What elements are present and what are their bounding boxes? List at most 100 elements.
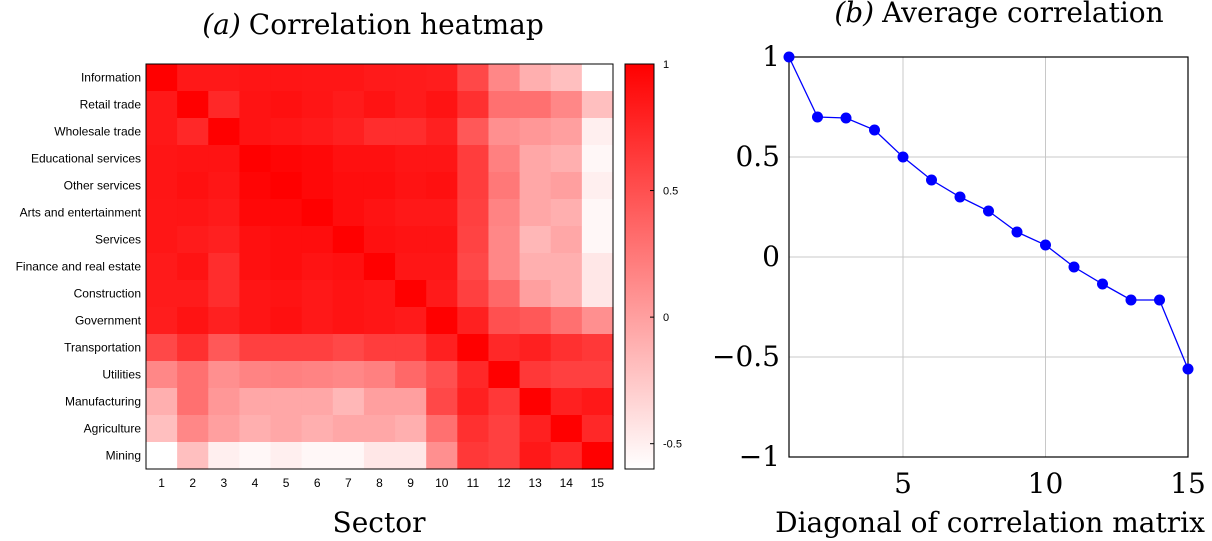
heatmap-cell: [270, 64, 303, 92]
heatmap-cell: [363, 307, 396, 335]
heatmap-cell: [239, 280, 272, 308]
heatmap-cell: [363, 145, 396, 173]
heatmap-cell: [208, 388, 240, 416]
heatmap-cell: [457, 145, 490, 173]
heatmap-cell: [426, 145, 458, 173]
heatmap-row-label: Government: [75, 314, 142, 328]
heatmap-cell: [550, 253, 583, 281]
heatmap-cell: [208, 199, 240, 227]
data-point: [783, 51, 795, 63]
heatmap-cell: [519, 253, 552, 281]
heatmap-column-label: 4: [252, 476, 259, 490]
heatmap-cell: [208, 442, 240, 470]
heatmap-cell: [301, 388, 334, 416]
heatmap-cell: [457, 91, 490, 119]
heatmap-column-label: 1: [158, 476, 165, 490]
heatmap-cell: [363, 280, 396, 308]
heatmap-column-label: 11: [467, 476, 480, 490]
heatmap-cell: [301, 415, 334, 443]
heatmap-cell: [332, 172, 365, 200]
heatmap-row-label: Mining: [106, 449, 141, 463]
heatmap-cell: [208, 145, 240, 173]
heatmap-cell: [239, 118, 272, 146]
heatmap-cell: [363, 64, 396, 92]
heatmap-cell: [208, 361, 240, 389]
data-point: [1154, 294, 1165, 306]
heatmap-cell: [332, 307, 365, 335]
heatmap-cell: [239, 253, 272, 281]
heatmap-cell: [208, 280, 240, 308]
heatmap-cell: [457, 361, 490, 389]
data-point: [869, 124, 880, 136]
heatmap-cell: [208, 91, 240, 119]
heatmap-cell: [363, 442, 396, 470]
heatmap-column-label: 9: [407, 476, 414, 490]
heatmap-cell: [457, 280, 490, 308]
heatmap-cell: [177, 145, 209, 173]
heatmap-cell: [208, 226, 240, 254]
heatmap-cell: [363, 388, 396, 416]
heatmap-cell: [177, 118, 209, 146]
heatmap-cell: [332, 199, 365, 227]
heatmap-cell: [457, 172, 490, 200]
heatmap-cell: [301, 199, 334, 227]
heatmap-cell: [581, 226, 614, 254]
heatmap-cell: [519, 280, 552, 308]
heatmap-cell: [239, 91, 272, 119]
heatmap-cell: [550, 91, 583, 119]
heatmap-cell: [177, 172, 209, 200]
heatmap-cell: [301, 334, 334, 362]
heatmap-cell: [550, 145, 583, 173]
data-point: [897, 151, 909, 163]
heatmap-cell: [332, 442, 365, 470]
heatmap-cell: [301, 64, 334, 92]
y-tick-label: −0.5: [712, 340, 780, 373]
heatmap-cell: [177, 253, 209, 281]
line-y-ticks: 1 0.5 0 −0.5 −1: [712, 40, 780, 473]
heatmap-column-label: 2: [189, 476, 196, 490]
heatmap-cell: [457, 199, 490, 227]
heatmap-cell: [581, 334, 614, 362]
heatmap-column-label: 6: [314, 476, 321, 490]
heatmap-cell: [488, 334, 521, 362]
heatmap-cell: [146, 145, 178, 173]
heatmap-cell: [457, 64, 490, 92]
heatmap-cell: [488, 253, 521, 281]
heatmap-cell: [550, 388, 583, 416]
heatmap-cell: [581, 64, 614, 92]
heatmap-cell: [457, 307, 490, 335]
heatmap-cell: [270, 145, 303, 173]
heatmap-cell: [488, 442, 521, 470]
heatmap-cell: [550, 442, 583, 470]
heatmap-row-label: Agriculture: [84, 422, 142, 436]
heatmap-cell: [550, 226, 583, 254]
heatmap-row-label: Information: [81, 71, 141, 85]
heatmap-cell: [146, 64, 178, 92]
heatmap-cell: [581, 199, 614, 227]
data-point: [1182, 363, 1194, 375]
heatmap-cell: [363, 199, 396, 227]
heatmap-cell: [457, 442, 490, 470]
line-title: (b) Average correlation: [834, 0, 1163, 29]
data-point: [1097, 278, 1108, 290]
heatmap-column-label: 13: [528, 476, 542, 490]
heatmap-cell: [488, 307, 521, 335]
heatmap-column-labels: 1 2 3 4 5 6 7 8 9 10 11 12 13 14 15: [158, 476, 604, 490]
heatmap-cell: [270, 172, 303, 200]
heatmap-cell: [301, 307, 334, 335]
heatmap-cell: [519, 118, 552, 146]
heatmap-row-labels: Information Retail trade Wholesale trade Ed…: [16, 71, 142, 463]
heatmap-cell: [519, 307, 552, 335]
heatmap-cell: [488, 91, 521, 119]
heatmap-row-label: Retail trade: [80, 98, 142, 112]
heatmap-cell: [239, 361, 272, 389]
heatmap-cell: [239, 442, 272, 470]
heatmap-cell: [146, 334, 178, 362]
heatmap-cell: [177, 64, 209, 92]
heatmap-cells: [146, 64, 614, 470]
heatmap-cell: [550, 307, 583, 335]
heatmap-cell: [519, 145, 552, 173]
x-tick-label: 10: [1028, 467, 1064, 500]
heatmap-cell: [301, 145, 334, 173]
heatmap-cell: [270, 253, 303, 281]
